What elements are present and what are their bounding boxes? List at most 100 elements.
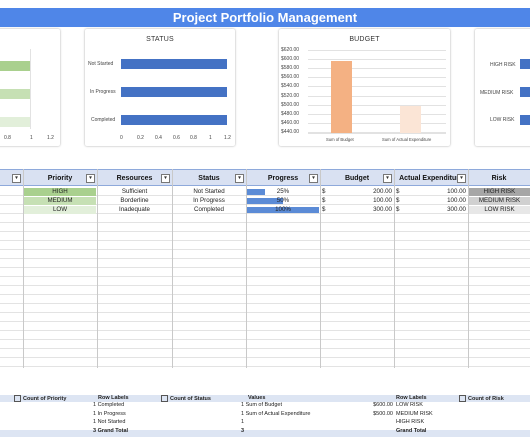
actual-cell[interactable]: 100.00 <box>447 197 466 204</box>
filter-checkbox-icon[interactable] <box>14 395 21 402</box>
gridline <box>308 131 446 133</box>
priority-cell[interactable]: LOW <box>24 206 96 214</box>
col-header-actual-expenditure[interactable]: Actual Expenditure ▾ <box>394 169 468 186</box>
progress-cell[interactable]: 100% <box>247 206 319 214</box>
y-tick: $600.00 <box>281 56 300 63</box>
grid-row-line <box>0 276 530 277</box>
x-tick: 1.2 <box>224 135 231 141</box>
col-header-progress[interactable]: Progress ▾ <box>246 169 320 186</box>
pivot-total-row <box>0 430 530 437</box>
filter-dropdown-icon[interactable]: ▾ <box>309 174 318 183</box>
status-chart-card[interactable]: STATUS Not Started In Progress Completed… <box>85 29 235 146</box>
x-tick: 0 <box>120 135 123 141</box>
col-header-status[interactable]: Status ▾ <box>172 169 246 186</box>
actual-cell[interactable]: 300.00 <box>447 206 466 213</box>
status-cell[interactable]: In Progress <box>193 197 225 204</box>
grid-col-line <box>172 169 173 368</box>
resources-cell[interactable]: Borderline <box>120 197 149 204</box>
y-tick: $580.00 <box>281 65 300 72</box>
status-bar-completed <box>121 115 227 125</box>
dashboard-title: Project Portfolio Management <box>0 8 530 27</box>
y-tick: $520.00 <box>281 92 300 99</box>
y-tick: $500.00 <box>281 101 300 108</box>
x-tick: 1.2 <box>47 135 54 141</box>
x-tick: 1 <box>209 135 212 141</box>
pivot-count-status-header[interactable]: Count of Status <box>161 395 211 403</box>
grid-col-line <box>394 169 395 368</box>
progress-cell[interactable]: 50% <box>247 197 319 205</box>
y-label: HIGH RISK <box>490 62 516 68</box>
y-tick: $480.00 <box>281 110 300 117</box>
status-bar-not-started <box>121 59 227 69</box>
col-header-resources[interactable]: Resources ▾ <box>97 169 172 186</box>
filter-checkbox-icon[interactable] <box>161 395 168 402</box>
budget-currency[interactable]: $ <box>322 206 326 213</box>
status-cell[interactable]: Not Started <box>193 188 225 195</box>
y-tick: $620.00 <box>281 47 300 53</box>
grid-row-line <box>0 231 530 232</box>
gridline <box>308 50 446 51</box>
priority-bar-low <box>0 117 30 127</box>
grid-row-line <box>0 285 530 286</box>
progress-cell[interactable]: 25% <box>247 188 319 196</box>
grid-row-line <box>0 249 530 250</box>
priority-cell[interactable]: HIGH <box>24 188 96 196</box>
risk-cell[interactable]: MEDIUM RISK <box>469 197 530 205</box>
progress-bar-fill <box>247 207 319 213</box>
filter-dropdown-icon[interactable]: ▾ <box>235 174 244 183</box>
budget-cell[interactable]: 200.00 <box>373 188 392 195</box>
status-chart-title: STATUS <box>146 36 174 43</box>
risk-bar-high <box>520 59 530 69</box>
x-tick: 1 <box>30 135 33 141</box>
pivot-row-labels-header: Row Labels <box>396 395 427 401</box>
filter-dropdown-icon[interactable]: ▾ <box>86 174 95 183</box>
priority-chart-card[interactable]: 0.8 1 1.2 <box>0 29 60 146</box>
budget-chart-card[interactable]: BUDGET $620.00 $600.00 $580.00 $560.00 $540.… <box>279 29 450 146</box>
pivot-count-risk-header[interactable]: Count of Risk <box>459 395 504 403</box>
risk-cell[interactable]: LOW RISK <box>469 206 530 214</box>
actual-cell[interactable]: 100.00 <box>447 188 466 195</box>
resources-cell[interactable]: Inadequate <box>119 206 150 213</box>
budget-bar-sum-budget <box>331 61 352 133</box>
col-header-priority[interactable]: Priority ▾ <box>23 169 97 186</box>
budget-currency[interactable]: $ <box>322 197 326 204</box>
actual-currency[interactable]: $ <box>396 188 400 195</box>
risk-chart-card[interactable]: HIGH RISK MEDIUM RISK LOW RISK <box>475 29 530 146</box>
priority-cell[interactable]: MEDIUM <box>24 197 96 205</box>
budget-cell[interactable]: 100.00 <box>373 197 392 204</box>
filter-dropdown-icon[interactable]: ▾ <box>383 174 392 183</box>
pivot-risk-row: Grand Total <box>396 427 427 434</box>
x-tick: 0.2 <box>137 135 144 141</box>
pivot-values-row: 3 <box>241 427 245 434</box>
x-tick: 0.8 <box>190 135 197 141</box>
actual-currency[interactable]: $ <box>396 197 400 204</box>
pivot-count-priority-header[interactable]: Count of Priority <box>14 395 66 403</box>
budget-currency[interactable]: $ <box>322 188 326 195</box>
y-label: LOW RISK <box>490 117 515 123</box>
col-header-blank[interactable]: ▾ <box>0 169 23 186</box>
actual-currency[interactable]: $ <box>396 206 400 213</box>
y-tick: $540.00 <box>281 83 300 90</box>
filter-dropdown-icon[interactable]: ▾ <box>161 174 170 183</box>
grid-col-line <box>97 169 98 368</box>
col-header-risk[interactable]: Risk <box>468 169 530 186</box>
filter-dropdown-icon[interactable]: ▾ <box>12 174 21 183</box>
risk-cell[interactable]: HIGH RISK <box>469 188 530 196</box>
pivot-risk-row: MEDIUM RISK <box>396 410 433 417</box>
gridline <box>308 122 446 124</box>
budget-cell[interactable]: 300.00 <box>373 206 392 213</box>
grid-row-line <box>0 357 530 358</box>
filter-dropdown-icon[interactable]: ▾ <box>457 174 466 183</box>
gridline <box>308 77 446 79</box>
filter-checkbox-icon[interactable] <box>459 395 466 402</box>
progress-text: 50% <box>276 197 290 204</box>
grid-row-line <box>0 222 530 223</box>
grid-row-line <box>0 267 530 268</box>
grid-row-line <box>0 294 530 295</box>
status-cell[interactable]: Completed <box>194 206 224 213</box>
y-tick: $560.00 <box>281 74 300 81</box>
resources-cell[interactable]: Sufficient <box>121 188 148 195</box>
grid-col-line <box>468 169 469 368</box>
pivot-value-amount: $500.00 <box>373 410 393 417</box>
col-header-budget[interactable]: Budget ▾ <box>320 169 394 186</box>
